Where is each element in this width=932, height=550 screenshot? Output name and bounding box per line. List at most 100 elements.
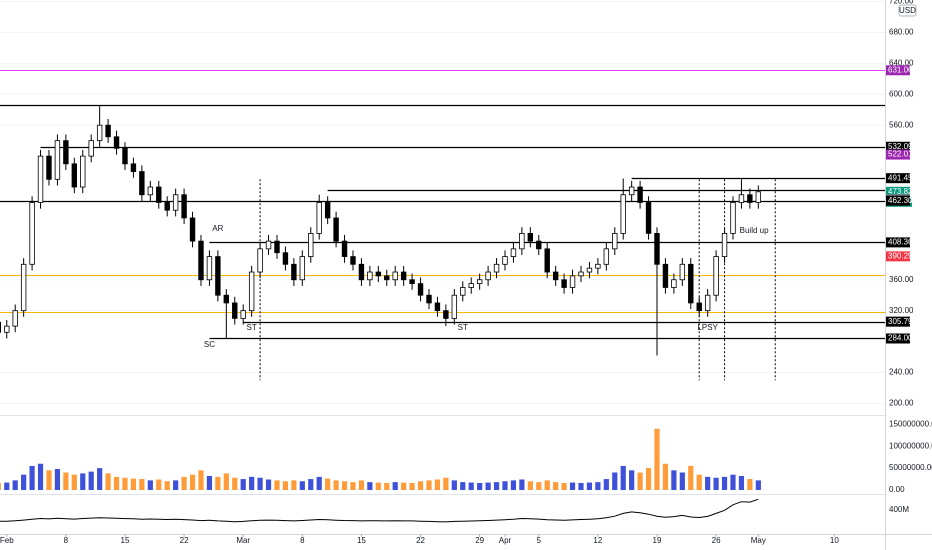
volume-bar [569, 482, 576, 490]
candle-body [4, 325, 10, 333]
volume-bar [282, 481, 289, 490]
volume-tick-label: 100000000.00 [889, 441, 932, 450]
annotation: LPSY [697, 323, 718, 332]
candle-body [291, 263, 297, 281]
volume-bar [164, 481, 170, 490]
candle-body [434, 302, 441, 312]
volume-bar [721, 476, 728, 490]
candle-body [603, 248, 610, 265]
candle-body [206, 256, 213, 281]
candle-body [274, 240, 280, 254]
price-badge-label: 462.30 [888, 196, 913, 205]
candle-body [299, 256, 306, 281]
candle-body [679, 263, 686, 281]
x-tick-label: 22 [416, 536, 425, 545]
candle-body [215, 256, 221, 296]
candle-body [341, 240, 348, 257]
volume-bar [730, 474, 736, 490]
candle-body [88, 140, 94, 157]
candle-body [375, 271, 382, 277]
price-badge [886, 333, 910, 344]
unit-label: USD [899, 6, 916, 15]
candle-body [139, 171, 145, 196]
candle-body [80, 155, 86, 188]
price-badge-label: 491.45 [888, 173, 913, 182]
candle-body [451, 294, 458, 319]
candle-body [468, 283, 474, 288]
volume-bar [54, 469, 61, 490]
candle-body [172, 194, 179, 211]
x-tick-label: Mar [236, 536, 250, 545]
x-tick-label: 19 [653, 536, 662, 545]
x-tick-label: May [751, 536, 766, 545]
x-tick-label: 8 [64, 536, 69, 545]
candle-body [350, 256, 356, 265]
candle-body [198, 240, 204, 281]
candle-body [578, 271, 584, 277]
y-tick-label: 360.00 [889, 275, 914, 284]
price-badge-label: 522.01 [888, 150, 913, 159]
volume-bar [156, 479, 162, 490]
annotation: ST [458, 323, 468, 332]
candle-body [12, 310, 18, 327]
candle-body [282, 252, 289, 265]
price-badge-label: 390.29 [888, 251, 913, 260]
candle-body [96, 124, 103, 142]
x-tick-label: 22 [180, 536, 189, 545]
candle-body [130, 163, 137, 172]
candle-body [586, 267, 593, 273]
annotation: ST [247, 323, 257, 332]
volume-bar [97, 468, 103, 490]
volume-bar [401, 482, 407, 490]
volume-bar [257, 477, 263, 490]
candle-body [443, 310, 449, 319]
volume-bar [688, 465, 694, 490]
candle-body [460, 287, 466, 296]
volume-bar [747, 479, 753, 490]
volume-bar [519, 479, 525, 490]
volume-bar [586, 482, 593, 490]
candle-body [105, 124, 111, 138]
volume-bar [451, 480, 457, 490]
candle-body [308, 232, 314, 257]
x-tick-label: 5 [537, 536, 542, 545]
candle-body [240, 310, 246, 319]
volume-bar [578, 483, 584, 490]
volume-bar [603, 479, 609, 490]
volume-bar [375, 482, 381, 490]
candle-body [392, 271, 398, 281]
candle-body [223, 294, 230, 304]
candle-body [713, 256, 719, 296]
volume-bar [620, 465, 626, 490]
volume-bar [493, 482, 500, 490]
volume-bar [63, 472, 69, 490]
candle-body [628, 186, 635, 196]
x-tick-label: 8 [300, 536, 305, 545]
candle-body [113, 136, 120, 149]
unit-box [898, 4, 917, 17]
volume-bar [536, 482, 542, 490]
candle-body [265, 240, 272, 250]
price-badge-label: 473.82 [888, 187, 913, 196]
candle-body [156, 186, 162, 203]
candle-body [730, 202, 736, 234]
price-badge-label: 631.06 [888, 65, 913, 74]
candle-body [645, 202, 652, 234]
volume-tick-label: 0.00 [889, 485, 905, 494]
y-tick-label: 600.00 [889, 89, 914, 98]
volume-bar [477, 483, 483, 490]
candle-body [257, 248, 263, 273]
price-badge [886, 251, 910, 262]
volume-bar [662, 463, 669, 490]
volume-bar [139, 479, 145, 490]
candle-body [519, 232, 525, 250]
volume-bar [612, 472, 618, 490]
volume-bar [485, 482, 491, 490]
volume-bar [29, 465, 35, 490]
candle-body [417, 283, 424, 296]
x-tick-label: Apr [499, 536, 512, 545]
volume-bar [561, 483, 567, 490]
annotation: Build up [740, 226, 769, 235]
volume-bar [417, 481, 424, 490]
candle-body [333, 217, 339, 242]
